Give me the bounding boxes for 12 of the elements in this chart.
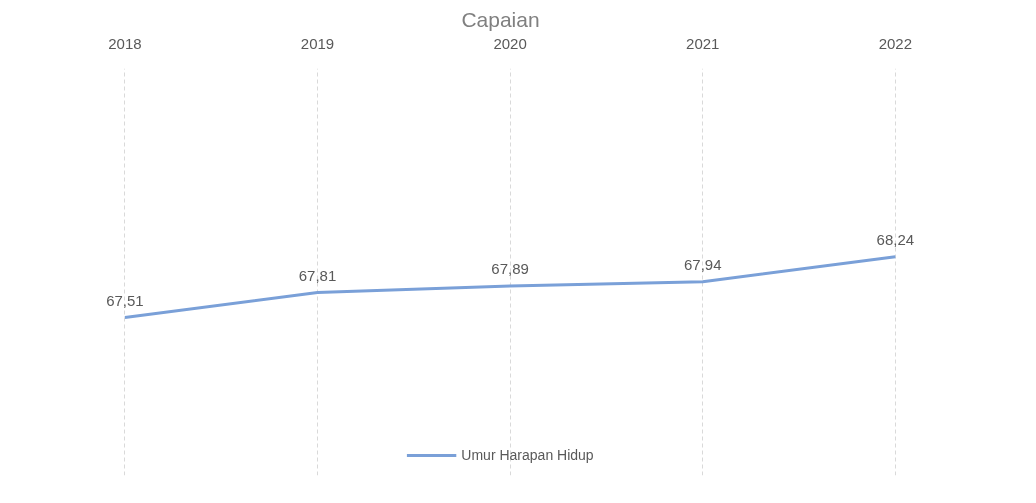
data-label: 67,81 (298, 266, 337, 284)
x-tick-label: 2019 (300, 34, 335, 52)
x-tick-label: 2018 (108, 34, 142, 52)
data-label: 67,51 (106, 291, 144, 309)
data-label: 68,24 (876, 230, 915, 248)
chart-title: Capaian (461, 7, 540, 31)
data-label: 67,94 (683, 255, 722, 273)
x-tick-label: 2020 (493, 34, 527, 52)
x-tick-label: 2022 (878, 34, 913, 52)
data-label: 67,89 (491, 259, 529, 277)
x-tick-label: 2021 (686, 34, 720, 52)
legend-label: Umur Harapan Hidup (461, 447, 594, 463)
